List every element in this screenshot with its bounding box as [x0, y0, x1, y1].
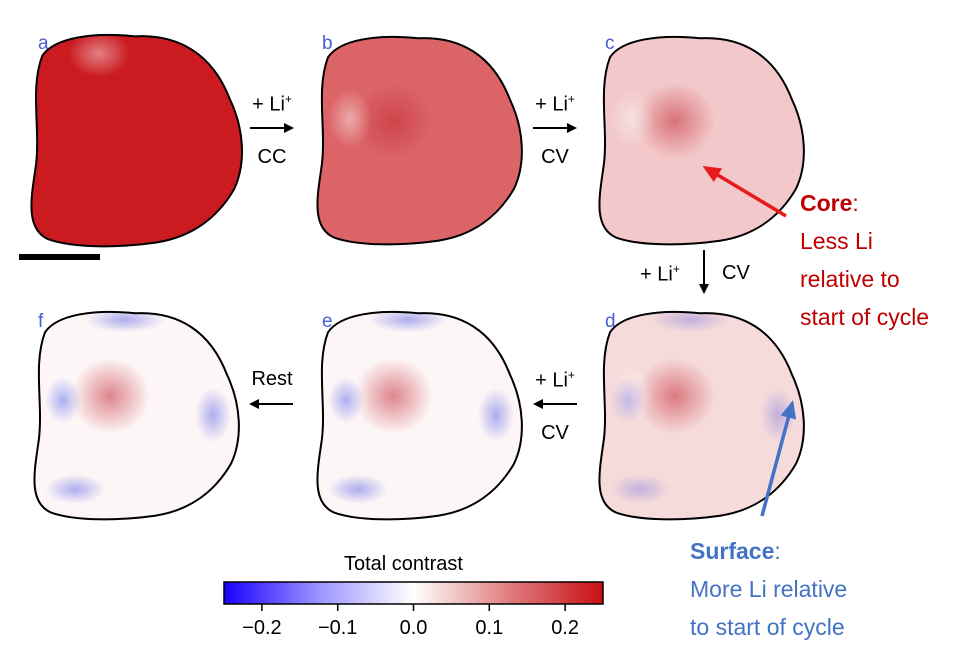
step-ab-bottom: CC — [257, 146, 287, 168]
core-callout-line-2: relative to — [800, 266, 900, 292]
particle-panel-a — [11, 21, 258, 259]
panel-label-f: f — [38, 311, 44, 332]
colorbar-tick-label-1: −0.1 — [317, 617, 358, 639]
core-callout-line-3: start of cycle — [800, 304, 930, 330]
particle-panel-d — [580, 298, 820, 531]
colorbar-tick-label-4: 0.2 — [551, 617, 579, 639]
step-ef-top: Rest — [251, 368, 293, 390]
colorbar — [223, 581, 604, 605]
surface-callout: Surface: More Li relative to start of cy… — [690, 532, 847, 646]
colorbar-tick-label-0: −0.2 — [242, 617, 282, 639]
surface-callout-line-2: to start of cycle — [690, 614, 845, 640]
step-bc-top: + Li+ — [535, 92, 575, 116]
panel-label-e: e — [322, 311, 333, 332]
particle-panel-f — [15, 298, 255, 531]
panel-label-b: b — [322, 33, 333, 54]
colorbar-title: Total contrast — [344, 553, 463, 575]
particle-panel-e — [298, 298, 538, 531]
step-cd-left: + Li+ — [640, 262, 680, 286]
core-callout-line-1: Less Li — [800, 228, 873, 254]
surface-callout-title: Surface — [690, 538, 775, 564]
colorbar-ticks — [261, 604, 566, 611]
particle-panel-b — [298, 23, 538, 256]
panel-label-d: d — [605, 311, 616, 332]
core-callout-title: Core — [800, 190, 853, 216]
step-de-bottom: CV — [541, 422, 569, 444]
scale-bar — [19, 254, 100, 260]
surface-pointer-arrow — [760, 400, 797, 517]
colorbar-tick-label-2: 0.0 — [399, 617, 428, 639]
step-cd-right: CV — [722, 262, 750, 284]
panel-label-a: a — [38, 33, 49, 54]
colorbar-tick-label-3: 0.1 — [475, 617, 504, 639]
panel-label-c: c — [605, 33, 615, 54]
core-callout: Core: Less Li relative to start of cycle — [800, 184, 929, 336]
surface-callout-line-1: More Li relative — [690, 576, 848, 602]
step-de-top: + Li+ — [535, 368, 575, 392]
step-ab-top: + Li+ — [252, 92, 292, 116]
core-pointer-arrow — [702, 165, 787, 218]
step-bc-bottom: CV — [541, 146, 569, 168]
particle-panel-c — [580, 23, 820, 256]
